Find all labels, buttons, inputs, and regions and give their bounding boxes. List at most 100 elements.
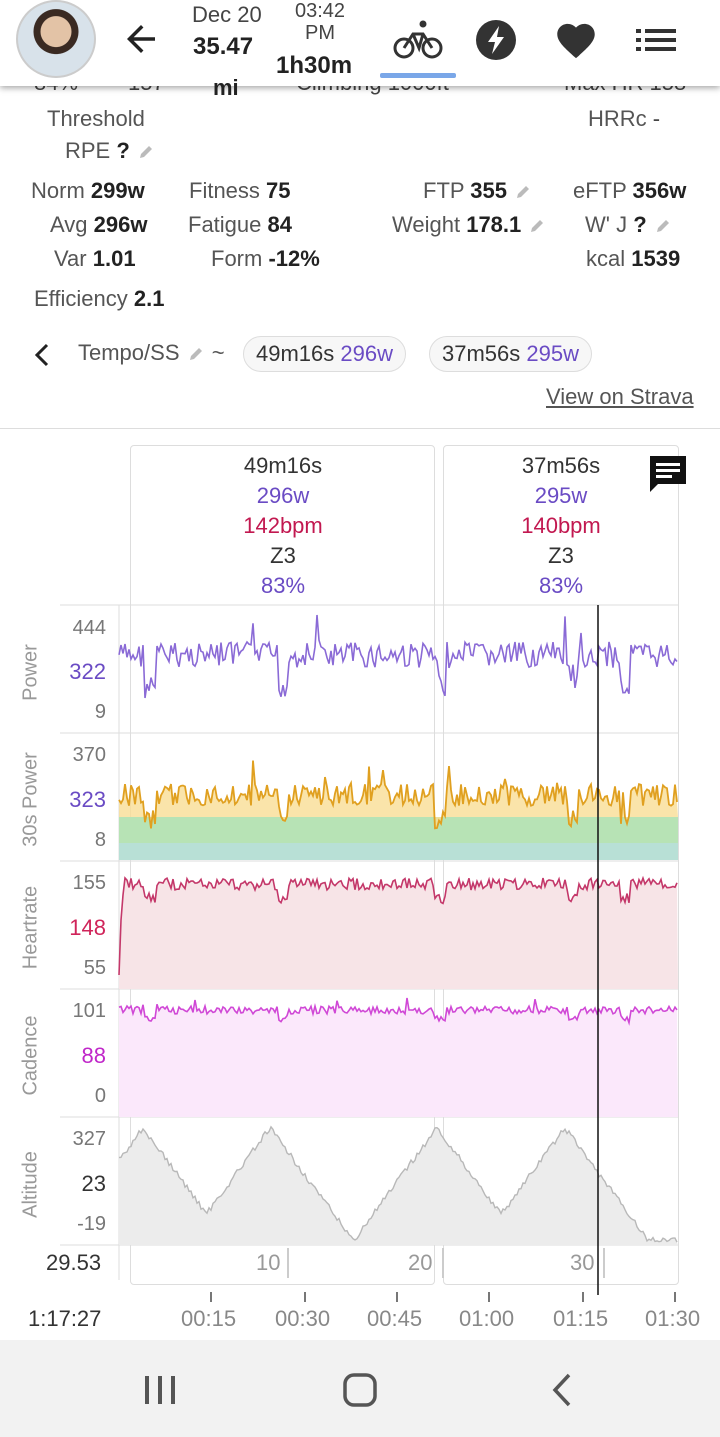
interval-watts: 296w: [256, 483, 310, 508]
altitude-current: 23: [81, 1171, 106, 1196]
kcal-stat: kcal 1539: [586, 246, 681, 271]
power30-current: 323: [69, 787, 106, 812]
interval-box-1[interactable]: [130, 445, 435, 1285]
interval-duration: 37m56s: [521, 453, 601, 478]
hrrc-stat: HRRc -: [588, 106, 661, 131]
interval-chip-1[interactable]: 49m16s 296w: [243, 336, 406, 372]
time-tick: 01:00: [459, 1306, 515, 1331]
interval-zone: Z3: [548, 543, 574, 568]
back-arrow-icon[interactable]: [120, 18, 162, 60]
edit-pencil-icon[interactable]: [138, 144, 154, 160]
heartrate-min: 55: [83, 957, 106, 979]
ride-duration: 1h30m: [276, 52, 353, 79]
interval-chip-2[interactable]: 37m56s 295w: [429, 336, 592, 372]
time-tick: 01:15: [553, 1306, 609, 1331]
edit-pencil-icon[interactable]: [655, 218, 671, 234]
home-icon: [343, 1373, 377, 1407]
altitude-max: 327: [72, 1128, 106, 1150]
interval-1-summary: 49m16s 296w 142bpm Z3 83%: [133, 451, 433, 601]
recent-apps-icon: [145, 1376, 175, 1404]
list-icon: [636, 29, 676, 51]
interval-box-2[interactable]: [443, 445, 679, 1285]
cadence-min: 0: [94, 1085, 106, 1107]
tab-heart[interactable]: [548, 12, 604, 68]
power30-fill: [119, 760, 678, 829]
altitude-min: -19: [77, 1213, 106, 1235]
system-nav-bar: [0, 1340, 720, 1437]
comment-icon[interactable]: [646, 452, 690, 496]
rpe-stat[interactable]: RPE ?: [65, 138, 154, 164]
efficiency-stat: Efficiency 2.1: [34, 286, 165, 311]
weight-stat[interactable]: Weight 178.1: [392, 212, 545, 238]
time-tick: 01:30: [645, 1306, 701, 1331]
power-current: 322: [69, 659, 106, 684]
power-trace: [118, 614, 678, 699]
heartrate-max: 155: [72, 872, 106, 894]
altitude-fill: [119, 1126, 678, 1245]
heartrate-current: 148: [69, 915, 106, 940]
fatigue-stat: Fatigue 84: [188, 212, 292, 237]
back-icon: [552, 1373, 571, 1407]
lightning-icon: [476, 20, 516, 60]
view-on-strava-link[interactable]: View on Strava: [546, 384, 694, 409]
tab-list[interactable]: [628, 12, 684, 68]
interval-heartrate: 142bpm: [243, 513, 323, 538]
time-tick: 00:30: [275, 1306, 331, 1331]
eftp-stat: eFTP 356w: [573, 178, 687, 203]
interval-selector: Tempo/SS ~ 49m16s 296w 37m56s 295w: [0, 336, 720, 376]
tab-power[interactable]: [468, 12, 524, 68]
panel-label-heartrate: Heartrate: [19, 885, 42, 970]
distance-tick: 10: [256, 1250, 281, 1275]
cadence-current: 88: [81, 1043, 106, 1068]
cursor-time-readout: 1:17:27: [28, 1306, 102, 1331]
fitness-stat: Fitness 75: [189, 178, 291, 203]
cadence-trace: [118, 997, 678, 1026]
edit-pencil-icon[interactable]: [529, 218, 545, 234]
norm-power-stat: Norm 299w: [31, 178, 145, 203]
interval-zone: Z3: [270, 543, 296, 568]
ride-start-time: 03:42 PM: [294, 0, 346, 44]
panel-label-30s-power: 30s Power: [19, 752, 42, 847]
panel-label-cadence: Cadence: [19, 1015, 42, 1096]
edit-pencil-icon[interactable]: [515, 184, 531, 200]
power30-max: 370: [72, 744, 106, 766]
ftp-stat[interactable]: FTP 355: [423, 178, 531, 204]
interval-preset[interactable]: Tempo/SS ~: [78, 340, 225, 365]
form-stat: Form -12%: [211, 246, 320, 271]
home-button[interactable]: [330, 1362, 390, 1418]
time-tick: 00:15: [181, 1306, 237, 1331]
heartrate-trace: [118, 875, 678, 976]
variability-stat: Var 1.01: [54, 246, 136, 271]
interval-percent: 83%: [260, 573, 306, 598]
altitude-trace: [118, 1125, 678, 1243]
avg-power-stat: Avg 296w: [50, 212, 148, 237]
bike-icon: [393, 20, 443, 59]
heartrate-fill: [119, 878, 678, 989]
recent-apps-button[interactable]: [130, 1362, 190, 1418]
distance-tick: 30: [570, 1250, 595, 1275]
athlete-avatar[interactable]: [16, 0, 96, 78]
time-tick: 00:45: [367, 1306, 423, 1331]
interval-percent: 83%: [538, 573, 584, 598]
threshold-label: Threshold: [47, 106, 145, 131]
power-max: 444: [72, 617, 106, 639]
tab-activity[interactable]: [390, 12, 446, 68]
edit-pencil-icon[interactable]: [188, 346, 204, 362]
power30-trace: [118, 760, 678, 830]
chevron-left-icon[interactable]: [30, 342, 56, 368]
power-min: 9: [94, 701, 106, 723]
interval-watts: 295w: [534, 483, 588, 508]
zone-band-teal: [119, 843, 678, 860]
interval-heartrate: 140bpm: [521, 513, 601, 538]
interval-2-summary: 37m56s 295w 140bpm Z3 83%: [411, 451, 711, 601]
heart-icon: [557, 23, 595, 59]
cadence-fill: [119, 998, 678, 1117]
ride-distance-unit: mi: [213, 75, 239, 100]
active-tab-indicator: [380, 73, 456, 78]
zone-band-green: [119, 817, 678, 843]
nav-back-button[interactable]: [532, 1362, 592, 1418]
top-bar: Dec 20 35.47 03:42 PM 1h30m: [0, 0, 720, 86]
distance-readout: 29.53: [46, 1250, 102, 1275]
wprime-stat[interactable]: W' J ?: [585, 212, 671, 238]
panel-label-altitude: Altitude: [19, 1151, 42, 1218]
